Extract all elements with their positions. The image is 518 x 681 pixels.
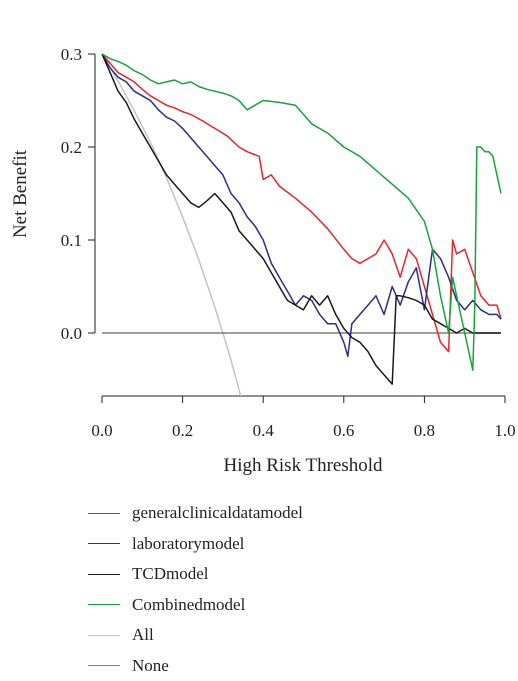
series-line-generalclinicaldatamodel (102, 54, 501, 352)
legend-item-all: All (88, 620, 303, 651)
y-tick-label: 0.3 (61, 45, 82, 64)
x-axis-title: High Risk Threshold (223, 455, 383, 476)
series-line-laboratorymodel (102, 54, 501, 356)
legend-item-combinedmodel: Combinedmodel (88, 590, 303, 621)
decision-curve-chart: 0.0 0.1 0.2 0.3 0.0 0.2 0.4 0.6 0.8 1.0 High Ris… (0, 0, 518, 490)
x-tick-label: 1.0 (494, 421, 515, 440)
legend-swatch (88, 604, 120, 605)
legend-item-none: None (88, 651, 303, 681)
x-tick-label: 0.8 (414, 421, 435, 440)
chart-legend: generalclinicaldatamodel laboratorymodel T… (88, 498, 303, 681)
legend-item-generalclinicaldatamodel: generalclinicaldatamodel (88, 498, 303, 529)
y-tick-label: 0.2 (61, 138, 82, 157)
legend-label: Combinedmodel (132, 595, 245, 615)
series-line-combinedmodel (102, 54, 501, 370)
legend-item-laboratorymodel: laboratorymodel (88, 529, 303, 560)
y-axis-title: Net Benefit (10, 149, 31, 238)
legend-label: laboratorymodel (132, 534, 244, 554)
legend-swatch (88, 513, 120, 514)
x-tick-label: 0.0 (91, 421, 112, 440)
legend-label: None (132, 656, 169, 676)
x-tick-label: 0.6 (333, 421, 354, 440)
series-line-tcdmodel (102, 54, 501, 384)
legend-swatch (88, 574, 120, 575)
y-tick-label: 0.0 (61, 324, 82, 343)
y-tick-label: 0.1 (61, 231, 82, 250)
y-axis: 0.0 0.1 0.2 0.3 (61, 45, 95, 343)
legend-label: TCDmodel (132, 564, 209, 584)
legend-label: generalclinicaldatamodel (132, 503, 303, 523)
x-tick-label: 0.2 (172, 421, 193, 440)
legend-swatch (88, 635, 120, 636)
legend-swatch (88, 543, 120, 544)
series-layer (102, 54, 501, 405)
legend-item-tcdmodel: TCDmodel (88, 559, 303, 590)
x-axis: 0.0 0.2 0.4 0.6 0.8 1.0 (91, 396, 515, 440)
legend-label: All (132, 625, 154, 645)
x-tick-label: 0.4 (253, 421, 275, 440)
legend-swatch (88, 665, 120, 666)
